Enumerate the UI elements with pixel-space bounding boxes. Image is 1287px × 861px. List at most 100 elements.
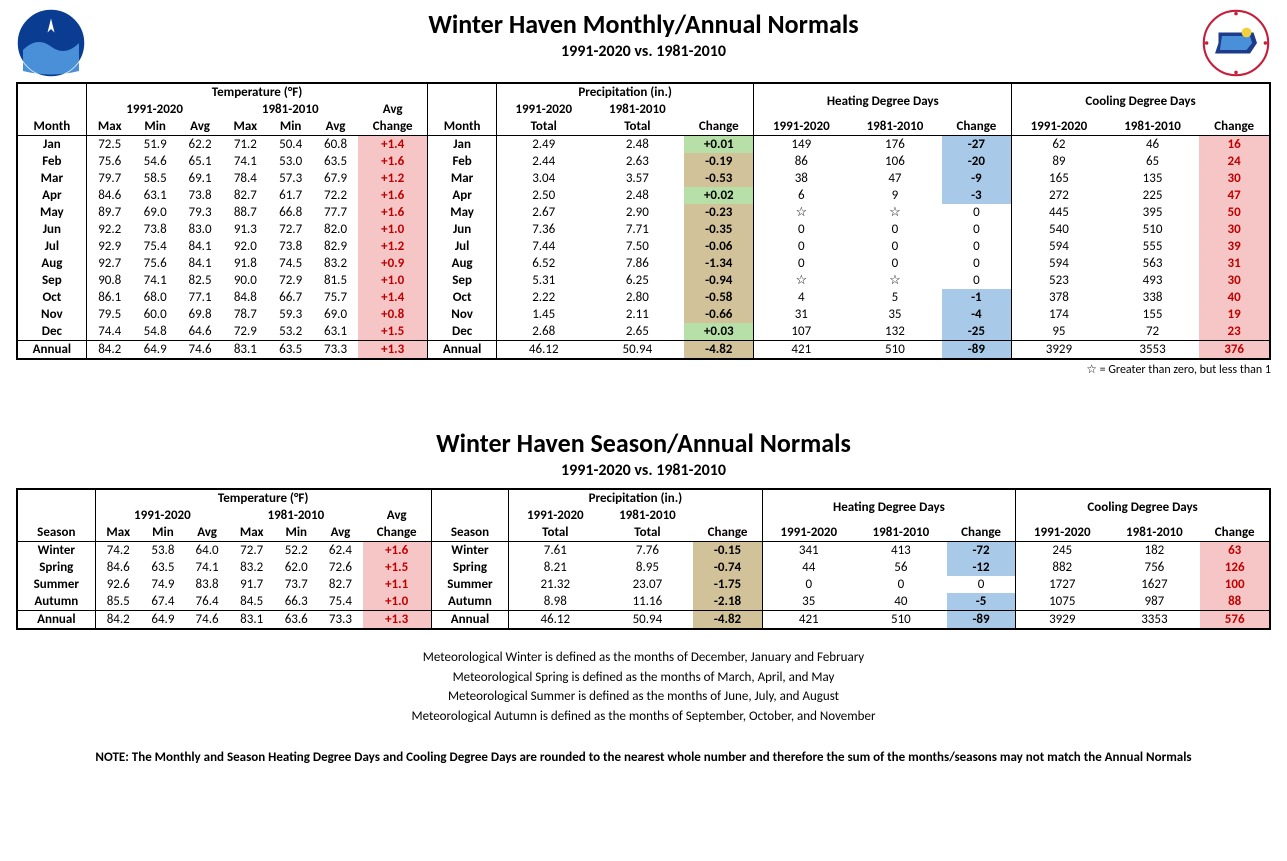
cell: 16 [1199, 136, 1270, 154]
cell: 92.2 [86, 221, 132, 238]
cell: +1.3 [358, 341, 428, 360]
cell: 46.12 [509, 611, 602, 630]
table-row: Jun92.273.883.091.372.782.0+1.0Jun7.367.… [17, 221, 1270, 238]
table-row: Jan72.551.962.271.250.460.8+1.4Jan2.492.… [17, 136, 1270, 154]
cell: 5.31 [496, 272, 590, 289]
cell: ☆ [754, 272, 848, 289]
cell: 83.8 [185, 576, 229, 593]
month-header: Month [17, 118, 86, 136]
cell: 0 [942, 272, 1012, 289]
cell: 54.6 [133, 153, 178, 170]
cell: ☆ [754, 204, 848, 221]
definition-notes: Meteorological Winter is defined as the … [16, 648, 1271, 726]
col-max: Max [86, 118, 132, 136]
cell: 9 [848, 187, 942, 204]
cell: 35 [762, 593, 855, 611]
cell: 421 [762, 611, 855, 630]
cell: Winter [17, 542, 95, 560]
cell: 75.7 [313, 289, 358, 306]
cell: 69.1 [178, 170, 223, 187]
cell: -0.23 [684, 204, 754, 221]
cell: -4.82 [684, 341, 754, 360]
cell: 7.50 [591, 238, 685, 255]
star-footnote: ☆ = Greater than zero, but less than 1 [16, 362, 1271, 377]
cell: 85.5 [95, 593, 141, 611]
cell: 155 [1106, 306, 1200, 323]
cell: 65.1 [178, 153, 223, 170]
cell: 2.48 [591, 187, 685, 204]
cell: -0.74 [693, 559, 762, 576]
cell: 0 [848, 238, 942, 255]
cell: 88 [1200, 593, 1270, 611]
cell: 53.8 [141, 542, 185, 560]
cell: 341 [762, 542, 855, 560]
temp-period1-header: 1991-2020 [86, 101, 222, 118]
cell: 72 [1106, 323, 1200, 341]
cell: 82.7 [318, 576, 362, 593]
cell: 82.7 [222, 187, 268, 204]
cell: -4 [942, 306, 1012, 323]
cell: 69.0 [313, 306, 358, 323]
cell: 84.1 [178, 238, 223, 255]
cell: 64.0 [185, 542, 229, 560]
cell: Apr [17, 187, 86, 204]
cell: -1.75 [693, 576, 762, 593]
cell: 72.6 [318, 559, 362, 576]
cell: 72.5 [86, 136, 132, 154]
section-2: Winter Haven Season/Annual Normals 1991-… [16, 427, 1271, 630]
cell: -0.15 [693, 542, 762, 560]
cell: -1.34 [684, 255, 754, 272]
cell: 62.2 [178, 136, 223, 154]
cell: 63 [1200, 542, 1270, 560]
cell: 0 [942, 255, 1012, 272]
cell: 0 [754, 221, 848, 238]
cell: 74.6 [185, 611, 229, 630]
cell: -0.58 [684, 289, 754, 306]
cell: Aug [17, 255, 86, 272]
season-header: Season [17, 524, 95, 542]
cell: 30 [1199, 170, 1270, 187]
table-row: Winter74.253.864.072.752.262.4+1.6Winter… [17, 542, 1270, 560]
monthly-table-body: Jan72.551.962.271.250.460.8+1.4Jan2.492.… [17, 136, 1270, 360]
cell: 0 [942, 238, 1012, 255]
col-c2: 1981-2010 [1106, 118, 1200, 136]
cell: 338 [1106, 289, 1200, 306]
cell: 0 [942, 221, 1012, 238]
cell: 53.2 [268, 323, 313, 341]
cell: 2.68 [496, 323, 590, 341]
cell: 50 [1199, 204, 1270, 221]
col-pch: Change [684, 118, 754, 136]
col-avg: Avg [178, 118, 223, 136]
cell: 594 [1012, 255, 1106, 272]
cell: 6 [754, 187, 848, 204]
cell: +0.03 [684, 323, 754, 341]
cell: Feb [17, 153, 86, 170]
cell: 1075 [1016, 593, 1109, 611]
cell: 75.4 [318, 593, 362, 611]
cell: 63.6 [274, 611, 318, 630]
precip-period2-header: 1981-2010 [591, 101, 685, 118]
cell: 4 [754, 289, 848, 306]
col-max2: Max [222, 118, 268, 136]
cell: -25 [942, 323, 1012, 341]
definition-line: Meteorological Spring is defined as the … [16, 668, 1271, 688]
cell: 92.0 [222, 238, 268, 255]
season-table-body: Winter74.253.864.072.752.262.4+1.6Winter… [17, 542, 1270, 630]
cell: 182 [1108, 542, 1200, 560]
cell: Spring [17, 559, 95, 576]
cell: 83.1 [222, 341, 268, 360]
cell: -27 [942, 136, 1012, 154]
cell: +1.4 [358, 136, 428, 154]
cell: 52.2 [274, 542, 318, 560]
cell: 61.7 [268, 187, 313, 204]
cell: 2.90 [591, 204, 685, 221]
cell: Mar [17, 170, 86, 187]
col-tch: Change [358, 118, 428, 136]
cell: 64.9 [141, 611, 185, 630]
cell: 82.9 [313, 238, 358, 255]
cell: +1.0 [358, 272, 428, 289]
cell: 59.3 [268, 306, 313, 323]
cell: Apr [428, 187, 497, 204]
table-row: Autumn85.567.476.484.566.375.4+1.0Autumn… [17, 593, 1270, 611]
cell: +1.1 [363, 576, 432, 593]
